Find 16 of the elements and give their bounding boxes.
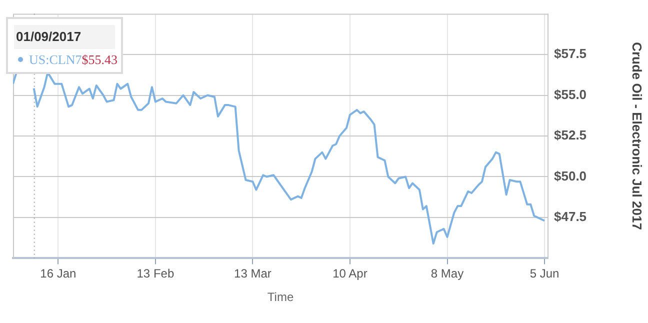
x-tick-label: 13 Feb xyxy=(136,266,174,281)
y-tick-label: $55.0 xyxy=(554,86,587,102)
x-tick-label: 5 Jun xyxy=(530,266,560,281)
x-tick-label: 16 Jan xyxy=(40,266,76,281)
y-tick-label: $47.5 xyxy=(554,209,587,224)
y-tick-label: $50.0 xyxy=(554,168,587,184)
annotation: $55.43 xyxy=(82,52,118,67)
x-tick-label: 10 Apr xyxy=(332,266,368,281)
x-tick-label: 13 Mar xyxy=(234,266,272,281)
y-axis-title: Crude Oil - Electronic Jul 2017 xyxy=(630,42,645,230)
annotation: US:CLN7 xyxy=(29,52,82,67)
annotation: 01/09/2017 xyxy=(14,24,115,49)
y-tick-label: $57.5 xyxy=(554,46,587,62)
x-tick-label: 8 May xyxy=(430,266,464,281)
y-tick-label: $52.5 xyxy=(554,128,587,143)
x-axis-title: Time xyxy=(267,290,294,304)
